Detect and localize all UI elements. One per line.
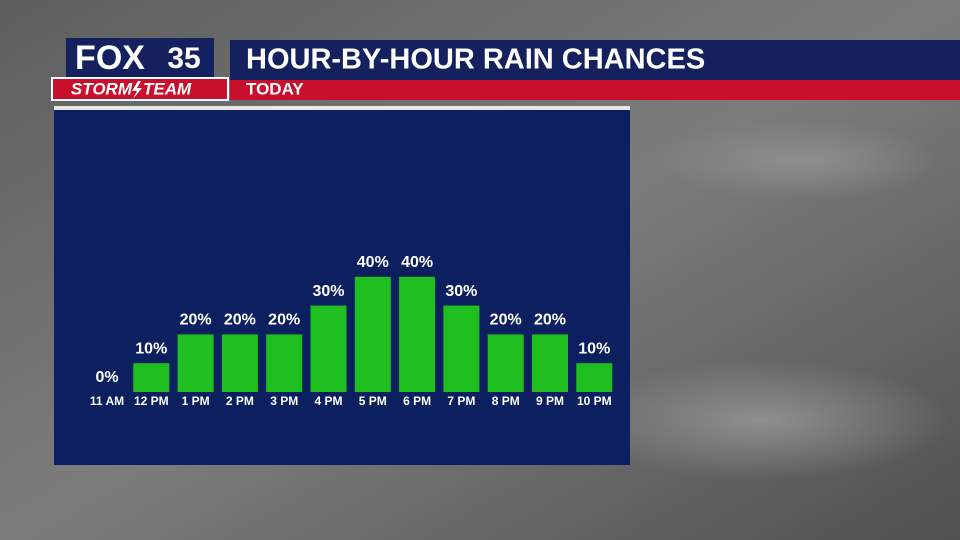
subtitle-bar bbox=[230, 80, 960, 100]
bar bbox=[177, 334, 214, 392]
value-label: 30% bbox=[312, 283, 344, 300]
x-tick-label: 11 AM bbox=[90, 394, 124, 408]
chart-title: HOUR-BY-HOUR RAIN CHANCES bbox=[246, 44, 705, 76]
ripple bbox=[660, 120, 940, 200]
value-label: 20% bbox=[268, 312, 300, 329]
value-label: 0% bbox=[95, 369, 118, 386]
bar bbox=[399, 276, 436, 392]
x-tick-label: 4 PM bbox=[314, 394, 342, 408]
x-tick-label: 5 PM bbox=[359, 394, 387, 408]
x-tick-label: 2 PM bbox=[226, 394, 254, 408]
x-tick-label: 7 PM bbox=[447, 394, 475, 408]
bar bbox=[354, 276, 391, 392]
bar bbox=[532, 334, 568, 392]
value-label: 20% bbox=[180, 312, 212, 329]
bar bbox=[443, 305, 480, 392]
panel-rule bbox=[54, 106, 630, 110]
bar bbox=[221, 334, 258, 392]
bar bbox=[487, 334, 524, 392]
bar bbox=[310, 305, 347, 392]
ripple bbox=[570, 360, 950, 480]
logo-channel: 35 bbox=[167, 42, 200, 75]
x-tick-label: 3 PM bbox=[270, 394, 298, 408]
x-tick-label: 6 PM bbox=[403, 394, 431, 408]
x-tick-label: 10 PM bbox=[577, 394, 612, 408]
logo-box bbox=[66, 38, 214, 78]
value-label: 30% bbox=[445, 283, 477, 300]
title-bar bbox=[230, 40, 960, 80]
x-tick-label: 1 PM bbox=[182, 394, 210, 408]
logo-brand: FOX bbox=[75, 39, 145, 77]
value-label: 10% bbox=[578, 340, 610, 357]
x-tick-label: 12 PM bbox=[134, 394, 169, 408]
value-label: 10% bbox=[135, 340, 167, 357]
x-tick-label: 9 PM bbox=[536, 394, 564, 408]
value-label: 40% bbox=[357, 254, 389, 271]
bar bbox=[576, 363, 613, 392]
value-label: 40% bbox=[401, 254, 433, 271]
bar bbox=[133, 363, 170, 392]
bar bbox=[266, 334, 303, 392]
chart-subtitle: TODAY bbox=[246, 79, 304, 98]
value-label: 20% bbox=[534, 312, 566, 329]
panel bbox=[54, 110, 630, 465]
logo-team: STORM bbox=[71, 79, 133, 98]
x-tick-label: 8 PM bbox=[492, 394, 520, 408]
value-label: 20% bbox=[490, 312, 522, 329]
value-label: 20% bbox=[224, 312, 256, 329]
logo-team: TEAM bbox=[143, 79, 192, 98]
bolt-icon bbox=[132, 81, 142, 99]
